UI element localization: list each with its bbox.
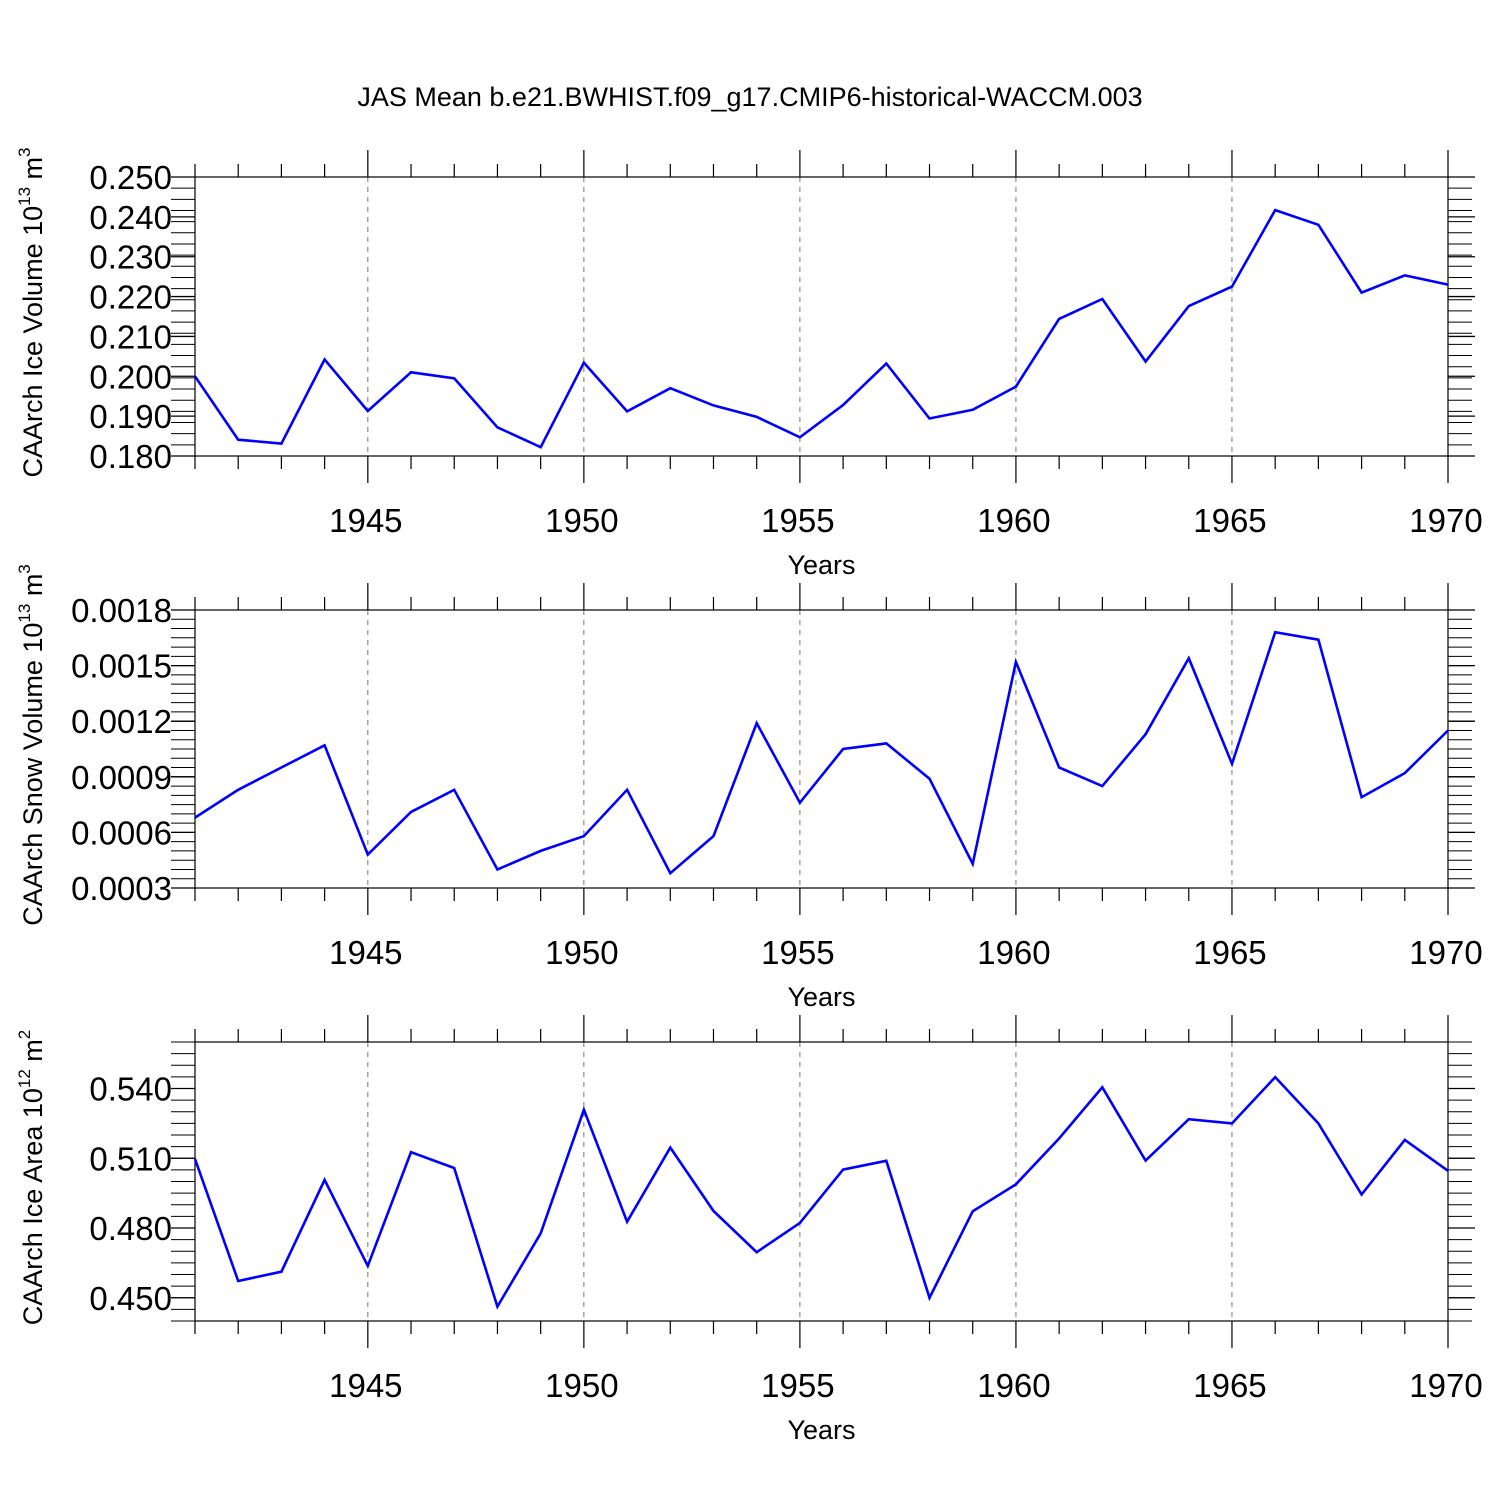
data-series-line	[193, 1075, 1449, 1310]
chart-title: JAS Mean b.e21.BWHIST.f09_g17.CMIP6-hist…	[357, 82, 1142, 112]
y-axis-label: CAArch Snow Volume 1013 m3	[15, 564, 48, 926]
x-tick-label: 1970	[1409, 502, 1482, 539]
x-tick-label: 1960	[977, 934, 1050, 971]
y-label-text: m	[18, 574, 48, 604]
y-label-superscript: 13	[15, 604, 34, 623]
y-tick-label: 0.180	[89, 438, 172, 475]
x-axis-label: Years	[787, 550, 855, 580]
x-tick-label: 1965	[1193, 1367, 1266, 1404]
y-tick-label: 0.200	[89, 358, 172, 395]
x-tick-label: 1945	[329, 1367, 402, 1404]
plot-frame	[194, 176, 1449, 457]
y-tick-label: 0.0012	[71, 703, 172, 740]
x-tick-label: 1955	[761, 1367, 834, 1404]
data-series-line	[193, 208, 1449, 449]
x-axis-label: Years	[787, 1415, 855, 1445]
y-tick-label: 0.0003	[71, 870, 172, 907]
panel-3: 0.450 0.480 0.510 0.540 1945 1950 1955 1960 1965…	[15, 1015, 1483, 1445]
data-series-line	[194, 630, 1449, 876]
x-tick-label: 1960	[977, 1367, 1050, 1404]
x-tick-label: 1970	[1409, 1367, 1482, 1404]
panel-1: 0.1800.1900.2000.2100.2200.2300.2400.250…	[15, 147, 1483, 580]
y-axis-label: CAArch Ice Area 1012 m2	[15, 1030, 48, 1326]
x-tick-label: 1945	[329, 934, 402, 971]
y-tick-label: 0.230	[89, 239, 172, 276]
plot-frame	[194, 609, 1449, 889]
y-label-text: m	[18, 1039, 48, 1069]
y-label-superscript: 3	[15, 147, 34, 156]
y-tick-label: 0.220	[89, 279, 172, 316]
y-tick-label: 0.510	[89, 1140, 172, 1177]
y-tick-label: 0.240	[89, 199, 172, 236]
y-tick-label: 0.190	[89, 398, 172, 435]
y-label-text: m	[18, 157, 48, 187]
y-label-text: CAArch Ice Volume 10	[18, 206, 48, 478]
y-tick-label: 0.0009	[71, 759, 172, 796]
x-tick-label: 1965	[1193, 934, 1266, 971]
y-label-superscript: 3	[15, 564, 34, 573]
y-axis-label: CAArch Ice Volume 1013 m3	[15, 147, 48, 477]
x-tick-label: 1950	[545, 934, 618, 971]
y-tick-label: 0.0006	[71, 814, 172, 851]
y-tick-label: 0.250	[89, 159, 172, 196]
x-axis-label: Years	[787, 982, 855, 1012]
x-tick-label: 1960	[977, 502, 1050, 539]
x-tick-label: 1970	[1409, 934, 1482, 971]
x-tick-label: 1955	[761, 502, 834, 539]
plot-frame	[194, 1041, 1449, 1322]
y-tick-label: 0.540	[89, 1071, 172, 1108]
y-tick-label: 0.450	[89, 1280, 172, 1317]
y-tick-label: 0.0018	[71, 592, 172, 629]
y-tick-label: 0.210	[89, 318, 172, 355]
y-label-superscript: 2	[15, 1030, 34, 1039]
panel-2: 0.0003 0.0006 0.0009 0.0012 0.0015 0.0018 1945…	[15, 564, 1483, 1012]
x-tick-label: 1950	[545, 502, 618, 539]
y-label-text: CAArch Snow Volume 10	[18, 623, 48, 926]
x-tick-label: 1965	[1193, 502, 1266, 539]
y-label-text: CAArch Ice Area 10	[18, 1088, 48, 1325]
y-tick-label: 0.0015	[71, 648, 172, 685]
y-label-superscript: 13	[15, 187, 34, 206]
x-tick-label: 1955	[761, 934, 834, 971]
chart-panels: 0.1800.1900.2000.2100.2200.2300.2400.250…	[15, 147, 1483, 1445]
y-tick-label: 0.480	[89, 1210, 172, 1247]
x-tick-label: 1950	[545, 1367, 618, 1404]
y-label-superscript: 12	[15, 1069, 34, 1088]
x-tick-label: 1945	[329, 502, 402, 539]
